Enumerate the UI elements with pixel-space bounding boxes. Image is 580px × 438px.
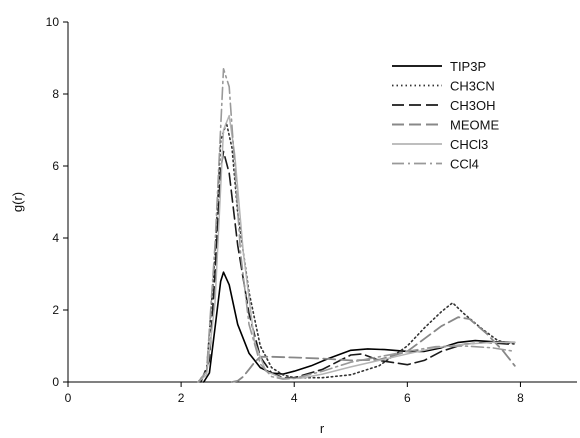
y-tick-label: 4 (52, 231, 59, 245)
x-tick-label: 2 (178, 391, 185, 405)
series-line-meome (231, 316, 516, 383)
y-axis-label: g(r) (10, 192, 25, 212)
legend-label-chcl3: CHCl3 (450, 137, 488, 152)
legend-label-ccl4: CCl4 (450, 157, 479, 172)
y-tick-label: 8 (52, 87, 59, 101)
series-line-ccl4 (197, 68, 516, 383)
x-tick-label: 8 (517, 391, 524, 405)
legend-layer: TIP3P CH3CN CH3OH MEOME CHCl3 CCl4 (392, 59, 499, 172)
y-tick-label: 6 (52, 159, 59, 173)
y-tick-label: 0 (52, 375, 59, 389)
y-tick-label: 2 (52, 303, 59, 317)
legend-label-ch3cn: CH3CN (450, 79, 495, 94)
ticks-layer: 0 2 4 6 8 0 2 4 6 8 10 (46, 15, 524, 405)
legend-label-meome: MEOME (450, 118, 499, 133)
legend-label-ch3oh: CH3OH (450, 98, 496, 113)
y-tick-label: 10 (46, 15, 60, 29)
x-tick-label: 0 (65, 391, 72, 405)
axes-layer (67, 22, 577, 383)
legend-label-tip3p: TIP3P (450, 59, 486, 74)
x-tick-label: 6 (404, 391, 411, 405)
series-layer (197, 68, 516, 383)
x-axis-label: r (320, 421, 325, 436)
x-tick-label: 4 (291, 391, 298, 405)
